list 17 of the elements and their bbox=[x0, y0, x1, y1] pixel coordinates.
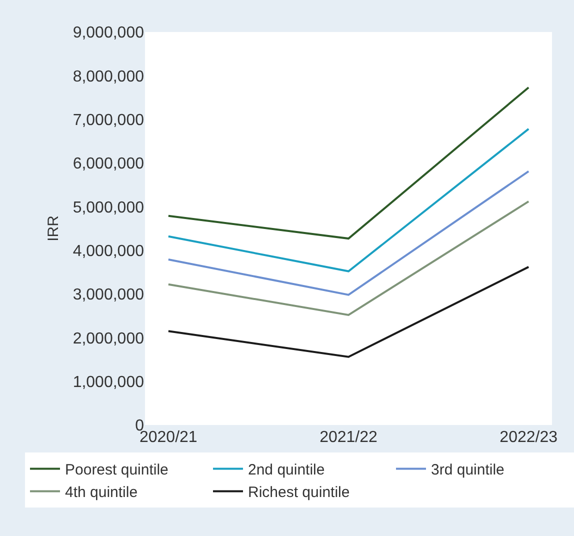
y-tick-label: 8,000,000 bbox=[72, 68, 144, 86]
y-tick-label: 6,000,000 bbox=[72, 156, 144, 173]
x-tick-label: 2022/23 bbox=[500, 429, 558, 446]
y-tick-label: 9,000,000 bbox=[72, 24, 144, 42]
y-tick-label: 3,000,000 bbox=[72, 286, 144, 304]
legend-label: 4th quintile bbox=[65, 484, 138, 502]
legend-label: Poorest quintile bbox=[65, 462, 168, 479]
y-tick-label: 7,000,000 bbox=[72, 112, 144, 129]
y-tick-label: 5,000,000 bbox=[72, 199, 144, 216]
y-tick-label: 1,000,000 bbox=[72, 374, 144, 391]
y-tick-label: 2,000,000 bbox=[72, 330, 144, 348]
legend-label: 3rd quintile bbox=[431, 462, 504, 479]
y-axis-title: IRR bbox=[45, 215, 62, 242]
legend-label: Richest quintile bbox=[248, 484, 350, 502]
x-tick-label: 2021/22 bbox=[320, 429, 378, 446]
legend-label: 2nd quintile bbox=[248, 462, 325, 479]
y-tick-label: 4,000,000 bbox=[72, 242, 144, 260]
